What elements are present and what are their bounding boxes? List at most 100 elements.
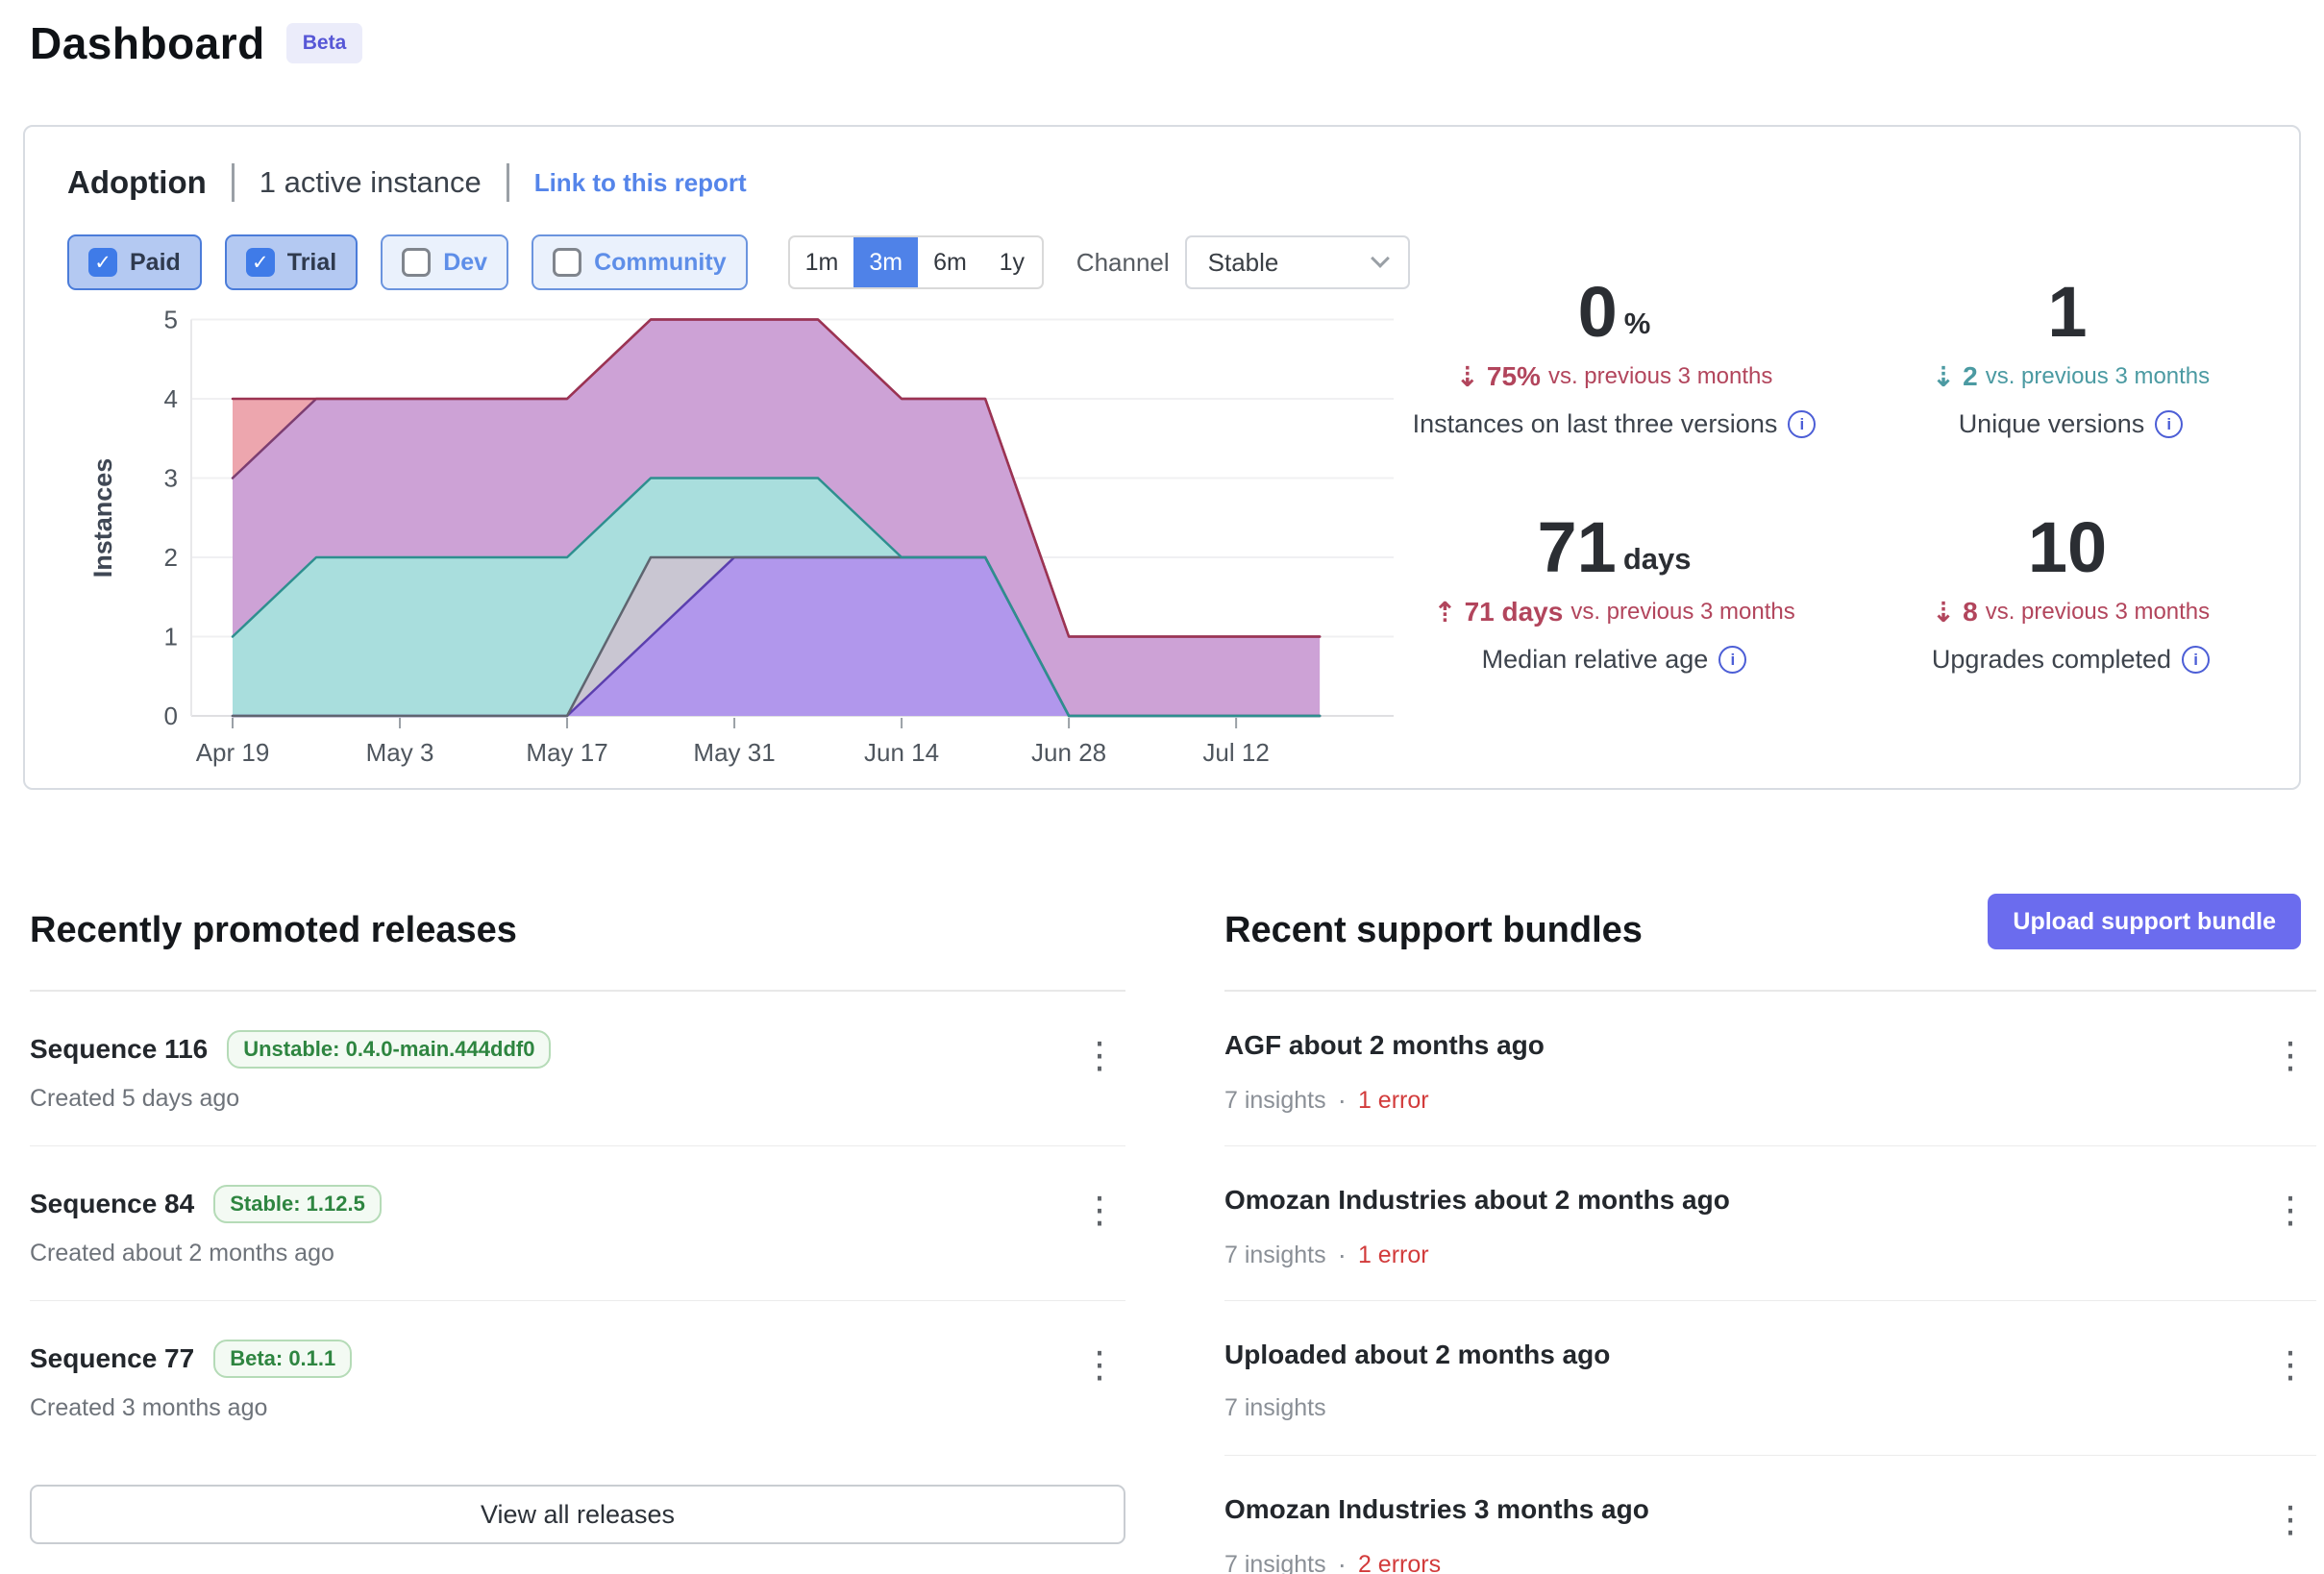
svg-text:5: 5 — [164, 306, 178, 334]
release-created: Created 3 months ago — [30, 1394, 268, 1421]
filter-label: Community — [594, 248, 727, 276]
section-divider — [1224, 990, 2316, 992]
kebab-menu-icon[interactable]: ⋮ — [1081, 1343, 1118, 1386]
upload-support-bundle-button[interactable]: Upload support bundle — [1988, 894, 2301, 949]
trend-down-icon: ⇣ — [1931, 595, 1956, 628]
bundle-insights: 7 insights — [1224, 1550, 1326, 1574]
stat-trend: ⇡ 71 days vs. previous 3 months — [1433, 595, 1795, 628]
svg-text:Jun 14: Jun 14 — [864, 738, 939, 767]
bundles-section: Recent support bundles Upload support bu… — [1224, 894, 2316, 1574]
adoption-stats: 0% ⇣ 75% vs. previous 3 months Instances… — [1386, 271, 2299, 742]
checkbox-icon: ✓ — [88, 248, 117, 277]
chevron-down-icon — [1370, 249, 1390, 268]
page-title: Dashboard — [30, 18, 265, 68]
range-6m-button[interactable]: 6m — [933, 248, 967, 276]
trend-down-icon: ⇣ — [1455, 359, 1479, 393]
bundle-row[interactable]: AGF about 2 months ago 7 insights · 1 er… — [1224, 992, 2316, 1146]
range-1y-button[interactable]: 1y — [999, 248, 1025, 276]
checkbox-icon: ✓ — [553, 248, 582, 277]
svg-text:Instances: Instances — [88, 458, 117, 578]
stat-median-relative-age: 71 days ⇡ 71 days vs. previous 3 months M… — [1386, 506, 1842, 742]
release-row[interactable]: Sequence 84 Stable: 1.12.5 Created about… — [30, 1146, 1125, 1301]
kebab-menu-icon[interactable]: ⋮ — [1081, 1189, 1118, 1231]
releases-section: Recently promoted releases Sequence 116 … — [30, 905, 1125, 1544]
svg-text:May 31: May 31 — [693, 738, 775, 767]
channel-selected-value: Stable — [1207, 247, 1279, 277]
stat-trend: ⇣ 8 vs. previous 3 months — [1931, 595, 2211, 628]
bundle-row[interactable]: Omozan Industries 3 months ago 7 insight… — [1224, 1456, 2316, 1574]
bundle-errors: 1 error — [1357, 1241, 1429, 1268]
kebab-menu-icon[interactable]: ⋮ — [2272, 1343, 2309, 1386]
info-icon[interactable]: i — [1718, 646, 1747, 675]
svg-text:Apr 19: Apr 19 — [196, 738, 270, 767]
filter-row: ✓ Paid ✓ Trial ✓ Dev ✓ Community 1m 3m 6… — [67, 234, 1410, 290]
channel-label: Channel — [1075, 247, 1170, 277]
bundle-title: Uploaded about 2 months ago — [1224, 1340, 1611, 1369]
link-to-report[interactable]: Link to this report — [533, 167, 747, 197]
bundles-heading-row: Recent support bundles Upload support bu… — [1224, 894, 2316, 955]
info-icon[interactable]: i — [2155, 410, 2184, 439]
bundle-errors: 1 error — [1357, 1086, 1429, 1114]
stat-value: 0% — [1577, 272, 1651, 352]
kebab-menu-icon[interactable]: ⋮ — [1081, 1034, 1118, 1076]
dot-separator: · — [1337, 1549, 1347, 1574]
trend-down-icon: ⇣ — [1931, 359, 1956, 393]
info-icon[interactable]: i — [1788, 410, 1817, 439]
stat-value: 1 — [2047, 272, 2088, 352]
filter-trial-checkbox[interactable]: ✓ Trial — [224, 234, 358, 290]
adoption-card: Adoption 1 active instance Link to this … — [23, 125, 2301, 790]
svg-text:May 3: May 3 — [366, 738, 434, 767]
filter-label: Dev — [443, 248, 488, 276]
release-channel-badge: Unstable: 0.4.0-main.444ddf0 — [227, 1030, 552, 1069]
beta-badge: Beta — [285, 23, 363, 63]
header-separator — [506, 163, 509, 202]
stat-instances-last-three-versions: 0% ⇣ 75% vs. previous 3 months Instances… — [1386, 271, 1842, 506]
stat-label: Unique versions i — [1959, 409, 2184, 439]
release-created: Created about 2 months ago — [30, 1240, 334, 1267]
dot-separator: · — [1337, 1240, 1347, 1269]
view-all-releases-button[interactable]: View all releases — [30, 1485, 1125, 1544]
svg-text:May 17: May 17 — [526, 738, 607, 767]
active-instance-count: 1 active instance — [259, 165, 482, 199]
bundles-heading: Recent support bundles — [1224, 910, 1643, 950]
release-title: Sequence 77 — [30, 1343, 195, 1373]
svg-text:Jun 28: Jun 28 — [1031, 738, 1106, 767]
kebab-menu-icon[interactable]: ⋮ — [2272, 1189, 2309, 1231]
info-icon[interactable]: i — [2182, 646, 2211, 675]
bundle-insights: 7 insights — [1224, 1241, 1326, 1268]
adoption-stacked-area-chart: Apr 19 May 3 May 17 May 31 Jun 14 Jun 28 Jul 1… — [88, 306, 1394, 767]
release-row[interactable]: Sequence 77 Beta: 0.1.1 Created 3 months… — [30, 1301, 1125, 1456]
release-row[interactable]: Sequence 116 Unstable: 0.4.0-main.444ddf… — [30, 992, 1125, 1146]
range-3m-button[interactable]: 3m — [853, 237, 919, 287]
stat-value: 10 — [2027, 507, 2108, 587]
releases-heading: Recently promoted releases — [30, 910, 517, 950]
filter-label: Trial — [286, 248, 337, 276]
svg-text:3: 3 — [164, 464, 178, 493]
filter-paid-checkbox[interactable]: ✓ Paid — [67, 234, 202, 290]
svg-text:4: 4 — [164, 384, 178, 413]
bundle-insights: 7 insights — [1224, 1394, 1326, 1421]
filter-dev-checkbox[interactable]: ✓ Dev — [381, 234, 509, 290]
bundle-row[interactable]: Uploaded about 2 months ago 7 insights ·… — [1224, 1301, 2316, 1456]
release-created: Created 5 days ago — [30, 1085, 240, 1112]
stat-trend: ⇣ 75% vs. previous 3 months — [1455, 359, 1773, 393]
filter-community-checkbox[interactable]: ✓ Community — [532, 234, 748, 290]
bundle-title: AGF about 2 months ago — [1224, 1030, 1545, 1060]
bundle-title: Omozan Industries about 2 months ago — [1224, 1185, 1730, 1215]
adoption-card-header: Adoption 1 active instance Link to this … — [67, 156, 747, 209]
channel-select[interactable]: Stable — [1184, 235, 1410, 289]
stat-label: Median relative age i — [1482, 645, 1747, 675]
release-channel-badge: Beta: 0.1.1 — [213, 1340, 353, 1378]
kebab-menu-icon[interactable]: ⋮ — [2272, 1034, 2309, 1076]
stat-upgrades-completed: 10 ⇣ 8 vs. previous 3 months Upgrades co… — [1842, 506, 2299, 742]
range-1m-button[interactable]: 1m — [804, 248, 839, 276]
stat-trend: ⇣ 2 vs. previous 3 months — [1931, 359, 2211, 393]
release-title: Sequence 116 — [30, 1034, 209, 1064]
adoption-heading: Adoption — [67, 164, 207, 200]
header-separator — [231, 163, 235, 202]
bundle-row[interactable]: Omozan Industries about 2 months ago 7 i… — [1224, 1146, 2316, 1301]
stat-label: Upgrades completed i — [1932, 645, 2211, 675]
page-header: Dashboard Beta — [30, 17, 363, 69]
svg-text:0: 0 — [164, 701, 178, 730]
kebab-menu-icon[interactable]: ⋮ — [2272, 1498, 2309, 1540]
